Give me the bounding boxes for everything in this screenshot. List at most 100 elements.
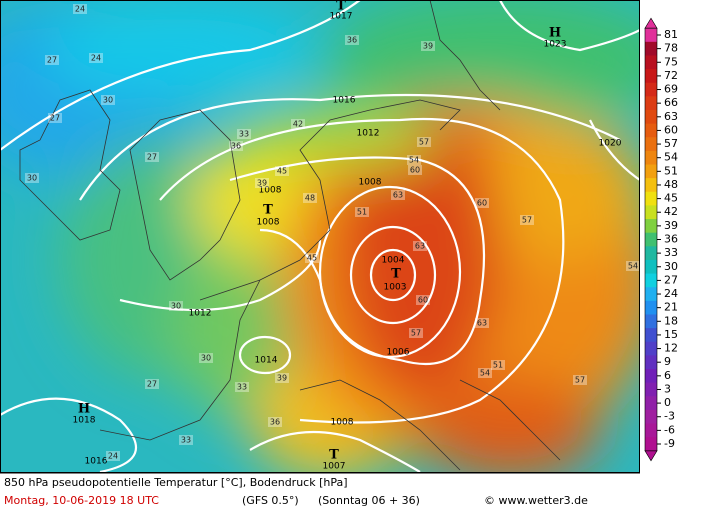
temperature-label: 39 bbox=[257, 179, 267, 188]
temperature-label: 27 bbox=[147, 153, 157, 162]
footer-run: (Sonntag 06 + 36) bbox=[318, 494, 420, 507]
temperature-label: 57 bbox=[522, 216, 532, 225]
label-box bbox=[475, 318, 489, 328]
pressure-label: 1008 bbox=[257, 218, 280, 228]
legend-tick-label: 48 bbox=[664, 178, 678, 191]
legend-tick-label: 18 bbox=[664, 314, 678, 327]
label-box bbox=[520, 215, 534, 225]
temperature-label: 60 bbox=[477, 199, 487, 208]
label-box bbox=[291, 119, 305, 129]
legend-tick-label: 63 bbox=[664, 110, 678, 123]
legend-tick-label: 42 bbox=[664, 205, 678, 218]
map-area: 1017 1023 1016 1012 1020 1008 1008 1008 … bbox=[0, 0, 640, 472]
legend-tick-label: 33 bbox=[664, 246, 678, 259]
temperature-label: 24 bbox=[91, 54, 101, 63]
temperature-label: 54 bbox=[480, 369, 490, 378]
temperature-label: 33 bbox=[239, 130, 249, 139]
label-box bbox=[237, 129, 251, 139]
label-box bbox=[491, 360, 505, 370]
legend-swatch bbox=[645, 300, 657, 315]
temperature-label: 27 bbox=[147, 380, 157, 389]
temperature-label: 57 bbox=[411, 329, 421, 338]
legend-swatch bbox=[645, 28, 657, 43]
legend-swatch bbox=[645, 287, 657, 302]
legend-swatch bbox=[645, 355, 657, 370]
label-box bbox=[48, 113, 62, 123]
label-box bbox=[145, 152, 159, 162]
legend-tick-label: 69 bbox=[664, 83, 678, 96]
temperature-label: 54 bbox=[409, 156, 419, 165]
legend-swatch bbox=[645, 137, 657, 152]
temperature-label: 48 bbox=[305, 194, 315, 203]
legend-swatch bbox=[645, 41, 657, 56]
label-box bbox=[413, 241, 427, 251]
temperature-label: 51 bbox=[357, 208, 367, 217]
label-box bbox=[268, 417, 282, 427]
label-box bbox=[345, 35, 359, 45]
legend-tick-label: 60 bbox=[664, 123, 678, 136]
label-box bbox=[475, 198, 489, 208]
label-box bbox=[179, 435, 193, 445]
legend-swatch bbox=[645, 328, 657, 343]
label-box bbox=[101, 95, 115, 105]
legend-swatch bbox=[645, 423, 657, 438]
label-box bbox=[89, 53, 103, 63]
pressure-label: 1006 bbox=[387, 348, 410, 358]
legend-swatch bbox=[645, 205, 657, 220]
legend-tick-label: 78 bbox=[664, 42, 678, 55]
legend-tick-label: 51 bbox=[664, 164, 678, 177]
temperature-label: 57 bbox=[575, 376, 585, 385]
legend-tick-label: 81 bbox=[664, 28, 678, 41]
label-box bbox=[303, 193, 317, 203]
temperature-label: 45 bbox=[307, 254, 317, 263]
legend-tick-label: 45 bbox=[664, 192, 678, 205]
label-box bbox=[626, 261, 640, 271]
footer-credit: © www.wetter3.de bbox=[484, 494, 588, 507]
footer-title: 850 hPa pseudopotentielle Temperatur [°C… bbox=[4, 476, 348, 489]
legend-swatch bbox=[645, 382, 657, 397]
legend-swatch bbox=[645, 96, 657, 111]
label-box bbox=[478, 368, 492, 378]
label-box bbox=[145, 379, 159, 389]
legend-swatch bbox=[645, 69, 657, 84]
legend-tick-label: 24 bbox=[664, 287, 678, 300]
temperature-label: 27 bbox=[47, 56, 57, 65]
coastlines bbox=[19, 0, 561, 471]
temperature-label: 39 bbox=[277, 374, 287, 383]
legend-tick-label: 57 bbox=[664, 137, 678, 150]
legend-swatch bbox=[645, 314, 657, 329]
temperature-label: 24 bbox=[108, 452, 118, 461]
color-legend: 8178757269666360575451484542393633302724… bbox=[644, 17, 678, 462]
temperature-label: 60 bbox=[410, 166, 420, 175]
temperature-label: 30 bbox=[27, 174, 37, 183]
legend-swatch bbox=[645, 232, 657, 247]
label-box bbox=[73, 4, 87, 14]
legend-swatch bbox=[645, 396, 657, 411]
low-center: T bbox=[329, 448, 339, 463]
label-box bbox=[275, 166, 289, 176]
legend-tick-label: -6 bbox=[664, 423, 675, 436]
label-box bbox=[235, 382, 249, 392]
legend-swatch bbox=[645, 178, 657, 193]
legend-swatch bbox=[645, 123, 657, 138]
legend-swatch bbox=[645, 409, 657, 425]
temperature-label: 30 bbox=[103, 96, 113, 105]
pressure-label: 1008 bbox=[331, 418, 354, 428]
high-center: H bbox=[549, 26, 561, 41]
temperature-label: 63 bbox=[415, 242, 425, 251]
pressure-label: 1014 bbox=[255, 356, 278, 366]
label-box bbox=[169, 301, 183, 311]
label-box bbox=[275, 373, 289, 383]
legend-top-arrow bbox=[644, 17, 658, 29]
temperature-label: 30 bbox=[171, 302, 181, 311]
high-center: H bbox=[78, 402, 90, 417]
legend-tick-label: 15 bbox=[664, 328, 678, 341]
pressure-label: 1023 bbox=[544, 40, 567, 50]
label-box bbox=[45, 55, 59, 65]
temperature-label: 42 bbox=[293, 120, 303, 129]
label-box bbox=[416, 295, 430, 305]
legend-tick-label: 3 bbox=[664, 382, 671, 395]
temperature-label: 51 bbox=[493, 361, 503, 370]
temperature-label: 30 bbox=[201, 354, 211, 363]
